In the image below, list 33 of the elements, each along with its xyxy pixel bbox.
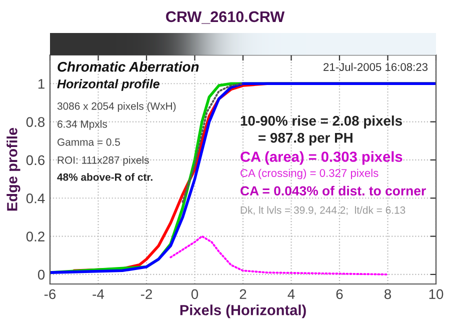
annotation: 48% above-R of ctr.: [57, 173, 152, 181]
annotation: 21-Jul-2005 16:08:23: [324, 62, 428, 71]
x-tick-label: 10: [429, 289, 444, 300]
annotation: CA (area) = 0.303 pixels: [240, 151, 402, 165]
annotation: Gamma = 0.5: [58, 138, 120, 146]
annotation: 6.34 Mpxls: [58, 120, 107, 130]
chart-title: CRW_2610.CRW: [166, 11, 285, 24]
y-axis-title: Edge profile: [6, 128, 20, 211]
annotation: ROI: 111x287 pixels: [58, 156, 149, 166]
line-series: [170, 235, 389, 276]
annotation: 10-90% rise = 2.08 pixels: [240, 116, 402, 128]
x-tick-label: 0: [191, 289, 198, 300]
x-tick-label: 4: [288, 289, 295, 299]
y-tick-label: 0.2: [26, 232, 44, 242]
x-tick-label: -2: [140, 289, 152, 299]
annotation: = 987.8 per PH: [258, 132, 352, 146]
y-tick-label: 0.4: [26, 193, 45, 204]
annotation: CA (crossing) = 0.327 pixels: [240, 168, 378, 180]
y-tick-label: 0.8: [26, 117, 45, 127]
x-tick-label: -4: [92, 289, 104, 299]
x-tick-label: -6: [44, 289, 56, 300]
y-tick-label: 0: [38, 270, 45, 280]
x-tick-label: 8: [384, 289, 392, 300]
annotation: CA = 0.043% of dist. to corner: [240, 186, 426, 196]
annotation: Chromatic Aberration: [58, 62, 199, 72]
annotation: Dk, lt lvls = 39.9, 244.2; lt/dk = 6.13: [240, 206, 406, 216]
annotation: 3086 x 2054 pixels (WxH): [57, 102, 176, 112]
y-tick-label: 1: [38, 79, 44, 89]
y-tick-label: 0.6: [26, 155, 45, 166]
annotation: Horizontal profile: [57, 79, 160, 91]
x-axis-title: Pixels (Horizontal): [180, 304, 306, 318]
x-tick-label: 2: [240, 289, 246, 299]
x-tick-label: 6: [336, 289, 343, 300]
